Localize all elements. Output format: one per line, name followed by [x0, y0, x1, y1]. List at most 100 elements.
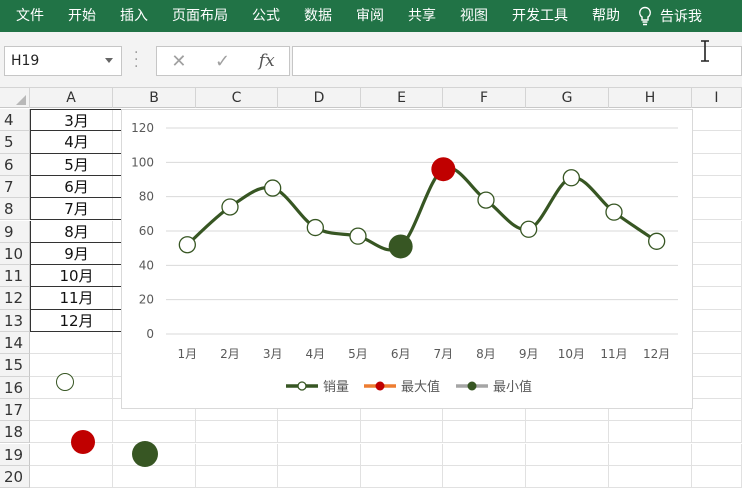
grid-cell[interactable]	[692, 354, 742, 377]
floating-marker-red-dot[interactable]	[71, 430, 95, 454]
grid-cell[interactable]	[692, 376, 742, 399]
data-point-sales[interactable]	[477, 191, 495, 209]
ribbon-tab[interactable]: 审阅	[356, 8, 384, 24]
data-point-sales[interactable]	[605, 203, 623, 221]
column-header-g[interactable]: G	[526, 88, 609, 108]
cell-a-value[interactable]: 6月	[30, 175, 122, 199]
row-header-6[interactable]: 6	[0, 153, 30, 176]
cell-a-value[interactable]: 11月	[30, 287, 122, 310]
ribbon-tab[interactable]: 帮助	[592, 8, 620, 24]
grid-cell[interactable]	[443, 398, 526, 422]
grid-cell[interactable]	[30, 354, 113, 377]
column-header-f[interactable]: F	[443, 88, 526, 108]
row-header-11[interactable]: 11	[0, 265, 30, 288]
data-point-sales[interactable]	[178, 236, 196, 254]
grid-cell[interactable]	[278, 398, 361, 422]
grid-cell[interactable]	[692, 421, 742, 444]
grid-cell[interactable]	[443, 465, 526, 489]
grid-cell[interactable]	[113, 421, 196, 444]
data-point-min[interactable]	[388, 234, 413, 259]
row-header-8[interactable]: 8	[0, 198, 30, 221]
grid-cell[interactable]	[609, 398, 692, 422]
tell-me-box[interactable]: 告诉我	[638, 6, 702, 26]
row-header-15[interactable]: 15	[0, 354, 30, 377]
grid-cell[interactable]	[30, 376, 113, 399]
row-header-20[interactable]: 20	[0, 465, 30, 489]
cell-a-value[interactable]: 3月	[30, 109, 122, 132]
grid-cell[interactable]	[526, 443, 609, 466]
grid-cell[interactable]	[278, 421, 361, 444]
data-point-sales[interactable]	[648, 232, 666, 250]
row-header-16[interactable]: 16	[0, 376, 30, 399]
grid-cell[interactable]	[609, 421, 692, 444]
grid-cell[interactable]	[692, 175, 742, 199]
chevron-down-icon[interactable]	[105, 58, 113, 63]
data-point-max[interactable]	[431, 157, 456, 182]
data-point-sales[interactable]	[520, 220, 538, 238]
column-header-b[interactable]: B	[113, 88, 196, 108]
data-point-sales[interactable]	[306, 218, 324, 237]
column-header-d[interactable]: D	[278, 88, 361, 108]
grid-cell[interactable]	[692, 153, 742, 176]
data-point-sales[interactable]	[221, 198, 239, 216]
cell-a-value[interactable]: 5月	[30, 153, 122, 176]
row-header-19[interactable]: 19	[0, 443, 30, 466]
grid-cell[interactable]	[692, 443, 742, 466]
ribbon-tab[interactable]: 页面布局	[172, 8, 228, 24]
grid-cell[interactable]	[692, 332, 742, 355]
floating-marker-open-circle[interactable]	[56, 373, 74, 391]
row-header-18[interactable]: 18	[0, 421, 30, 444]
grid-cell[interactable]	[196, 398, 278, 422]
grid-cell[interactable]	[113, 443, 196, 466]
row-header-17[interactable]: 17	[0, 398, 30, 422]
ribbon-tab[interactable]: 公式	[252, 8, 280, 24]
grid-cell[interactable]	[526, 465, 609, 489]
grid-cell[interactable]	[692, 198, 742, 221]
column-header-i[interactable]: I	[692, 88, 742, 108]
name-box[interactable]: H19	[4, 46, 122, 76]
row-header-14[interactable]: 14	[0, 332, 30, 355]
cell-a-value[interactable]: 12月	[30, 309, 122, 332]
data-point-sales[interactable]	[264, 179, 282, 197]
row-header-12[interactable]: 12	[0, 287, 30, 310]
grid-cell[interactable]	[526, 421, 609, 444]
ribbon-tab[interactable]: 视图	[460, 8, 488, 24]
column-header-c[interactable]: C	[196, 88, 278, 108]
grid-cell[interactable]	[113, 398, 196, 422]
grip-icon[interactable]: · · ·	[134, 45, 139, 75]
cell-a-value[interactable]: 7月	[30, 198, 122, 221]
cell-a-value[interactable]: 8月	[30, 220, 122, 243]
grid-cell[interactable]	[113, 465, 196, 489]
grid-cell[interactable]	[692, 465, 742, 489]
grid-cell[interactable]	[361, 465, 443, 489]
grid-cell[interactable]	[196, 443, 278, 466]
ribbon-tab[interactable]: 插入	[120, 8, 148, 24]
row-header-10[interactable]: 10	[0, 242, 30, 266]
grid-cell[interactable]	[526, 398, 609, 422]
row-header-7[interactable]: 7	[0, 175, 30, 199]
row-header-4[interactable]: 4	[0, 109, 30, 132]
grid-cell[interactable]	[361, 398, 443, 422]
grid-cell[interactable]	[692, 242, 742, 266]
data-point-sales[interactable]	[562, 169, 580, 187]
grid-cell[interactable]	[692, 287, 742, 310]
ribbon-tab[interactable]: 开发工具	[512, 8, 568, 24]
ribbon-tab[interactable]: 文件	[16, 8, 44, 24]
row-header-5[interactable]: 5	[0, 131, 30, 154]
cell-a-value[interactable]: 10月	[30, 265, 122, 288]
floating-marker-green-dot[interactable]	[132, 441, 158, 467]
grid-cell[interactable]	[361, 421, 443, 444]
enter-icon[interactable]: ✓	[215, 50, 231, 72]
data-point-sales[interactable]	[349, 227, 367, 245]
column-header-h[interactable]: H	[609, 88, 692, 108]
cell-a-value[interactable]: 4月	[30, 131, 122, 154]
cancel-icon[interactable]: ✕	[171, 50, 187, 72]
grid-cell[interactable]	[692, 398, 742, 422]
grid-cell[interactable]	[196, 421, 278, 444]
chart-area[interactable]: 0 20 40 60 80 100 120 1月 2月 3月 4月 5月 6月 7月 8月 9月 10月 11月 1…	[121, 109, 693, 409]
row-header-13[interactable]: 13	[0, 309, 30, 332]
grid-cell[interactable]	[30, 443, 113, 466]
formula-input[interactable]	[292, 46, 742, 76]
grid-cell[interactable]	[443, 443, 526, 466]
insert-function-icon[interactable]: fx	[258, 51, 275, 71]
